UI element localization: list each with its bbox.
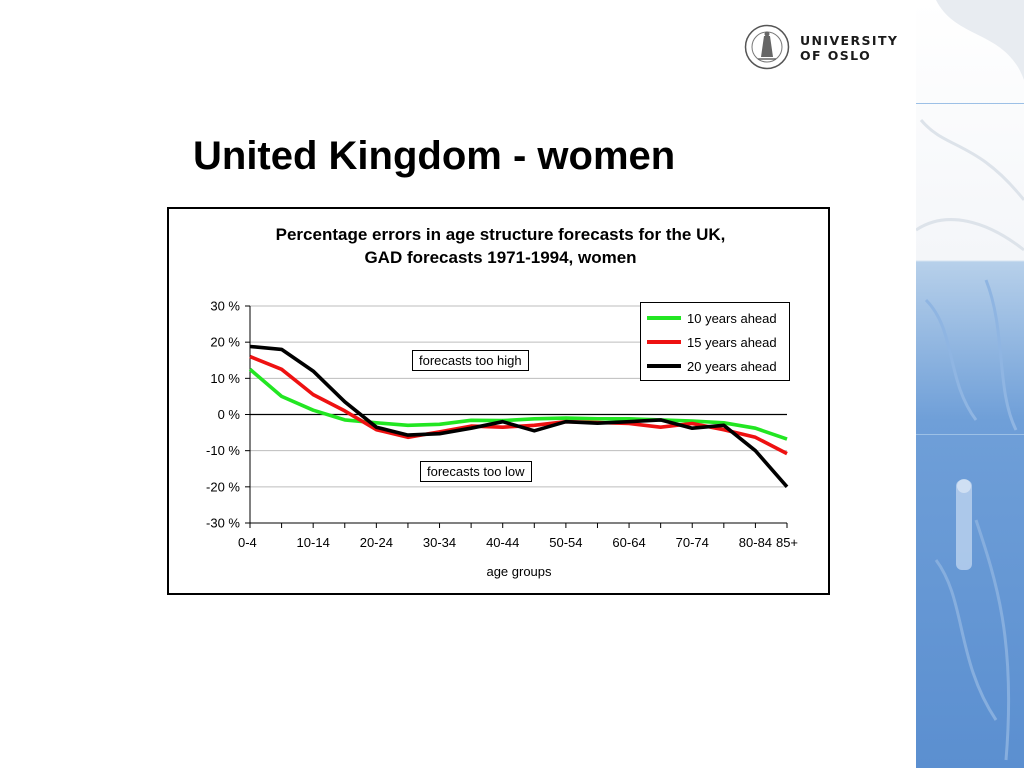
- legend-swatch-10-years: [647, 316, 681, 320]
- legend-label-20-years: 20 years ahead: [687, 358, 777, 374]
- y-tick-label: -10 %: [206, 443, 240, 458]
- sculpture-art-graphic: [916, 0, 1024, 761]
- series-line-10-years-ahead: [248, 367, 788, 441]
- x-tick-label: 0-4: [238, 535, 257, 550]
- x-tick-label: 85+: [776, 535, 798, 550]
- x-tick-label: 40-44: [486, 535, 519, 550]
- y-tick-label: 30 %: [210, 299, 240, 314]
- logo-wordmark: UNIVERSITY OF OSLO: [800, 33, 898, 63]
- x-axis-label: age groups: [486, 564, 552, 579]
- x-tick-label: 60-64: [612, 535, 645, 550]
- chart-legend: 10 years ahead 15 years ahead 20 years a…: [640, 302, 790, 381]
- x-tick-label: 50-54: [549, 535, 582, 550]
- legend-item-15-years: 15 years ahead: [647, 332, 777, 352]
- y-tick-label: 10 %: [210, 371, 240, 386]
- legend-swatch-15-years: [647, 340, 681, 344]
- university-seal-icon: [744, 24, 790, 70]
- y-tick-label: 0 %: [218, 407, 241, 422]
- x-tick-label: 80-84: [739, 535, 772, 550]
- legend-label-10-years: 10 years ahead: [687, 310, 777, 326]
- series-line-20-years-ahead: [249, 344, 789, 488]
- logo-line-1: UNIVERSITY: [800, 33, 899, 48]
- decorative-side-art: [916, 0, 1024, 768]
- annotation-forecasts-too-low: forecasts too low: [420, 461, 532, 482]
- chart-container: Percentage errors in age structure forec…: [167, 207, 830, 595]
- x-tick-label: 20-24: [360, 535, 393, 550]
- side-divider-line: [916, 434, 1024, 435]
- university-logo: UNIVERSITY OF OSLO: [744, 22, 904, 74]
- legend-swatch-20-years: [647, 364, 681, 368]
- y-tick-label: -30 %: [206, 516, 240, 531]
- chart-plot-area: 30 % 20 % 10 % 0 % -10 % -20 % -30 % 0-4 10-14 20…: [206, 299, 798, 551]
- legend-label-15-years: 15 years ahead: [687, 334, 777, 350]
- page-title: United Kingdom - women: [193, 134, 676, 178]
- legend-item-10-years: 10 years ahead: [647, 308, 777, 328]
- chart-title-line-1: Percentage errors in age structure forec…: [275, 225, 726, 244]
- annotation-forecasts-too-high: forecasts too high: [412, 350, 529, 371]
- x-tick-label: 70-74: [676, 535, 709, 550]
- chart-title-line-2: GAD forecasts 1971-1994, women: [364, 248, 637, 267]
- logo-line-2: OF OSLO: [800, 48, 872, 63]
- x-tick-label: 10-14: [297, 535, 330, 550]
- legend-item-20-years: 20 years ahead: [647, 356, 777, 376]
- y-tick-label: 20 %: [210, 335, 240, 350]
- side-divider-line: [916, 103, 1024, 104]
- x-tick-label: 30-34: [423, 535, 456, 550]
- chart-title: Percentage errors in age structure forec…: [169, 223, 832, 269]
- y-tick-label: -20 %: [206, 479, 240, 494]
